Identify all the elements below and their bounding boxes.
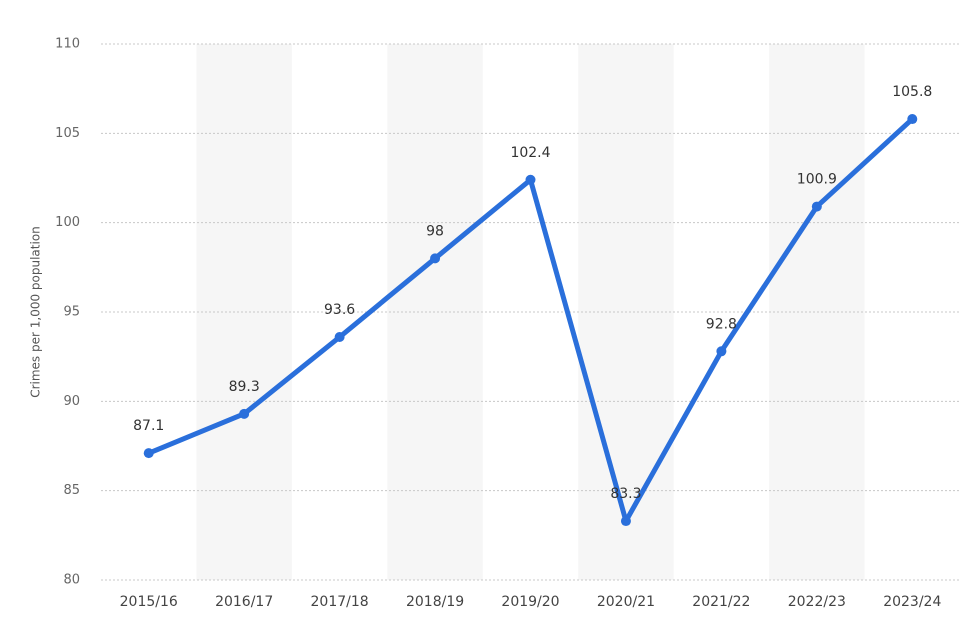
x-tick-label: 2022/23 [788,594,846,610]
data-label: 105.8 [892,84,932,100]
band-shade [196,44,292,580]
y-tick-label: 90 [63,394,80,409]
x-tick-label: 2023/24 [883,594,941,610]
point [239,408,250,419]
point [716,346,727,357]
x-tick-label: 2019/20 [501,594,559,610]
y-tick-label: 100 [55,215,80,230]
x-tick-label: 2016/17 [215,594,273,610]
point [334,332,345,343]
point [907,114,918,125]
y-tick-label: 85 [63,483,80,498]
x-tick-label: 2021/22 [692,594,750,610]
y-tick-label: 105 [55,126,80,141]
x-tick-label: 2020/21 [597,594,655,610]
data-label: 87.1 [133,418,164,434]
x-tick-label: 2018/19 [406,594,464,610]
point [525,174,536,185]
x-tick-label: 2017/18 [311,594,369,610]
data-label: 93.6 [324,302,355,318]
data-label: 83.3 [610,486,641,502]
data-label: 98 [426,223,444,239]
data-label: 100.9 [797,172,837,188]
data-label: 92.8 [706,316,737,332]
y-tick-label: 80 [63,573,80,588]
y-axis-title: Crimes per 1,000 population [29,226,43,398]
x-tick-label: 2015/16 [120,594,178,610]
y-tick-label: 95 [63,305,80,320]
data-label: 89.3 [229,379,260,395]
point [620,516,631,527]
data-label: 102.4 [510,145,550,161]
point [811,201,822,212]
point [143,448,154,459]
y-tick-label: 110 [55,37,80,52]
point [430,253,441,264]
